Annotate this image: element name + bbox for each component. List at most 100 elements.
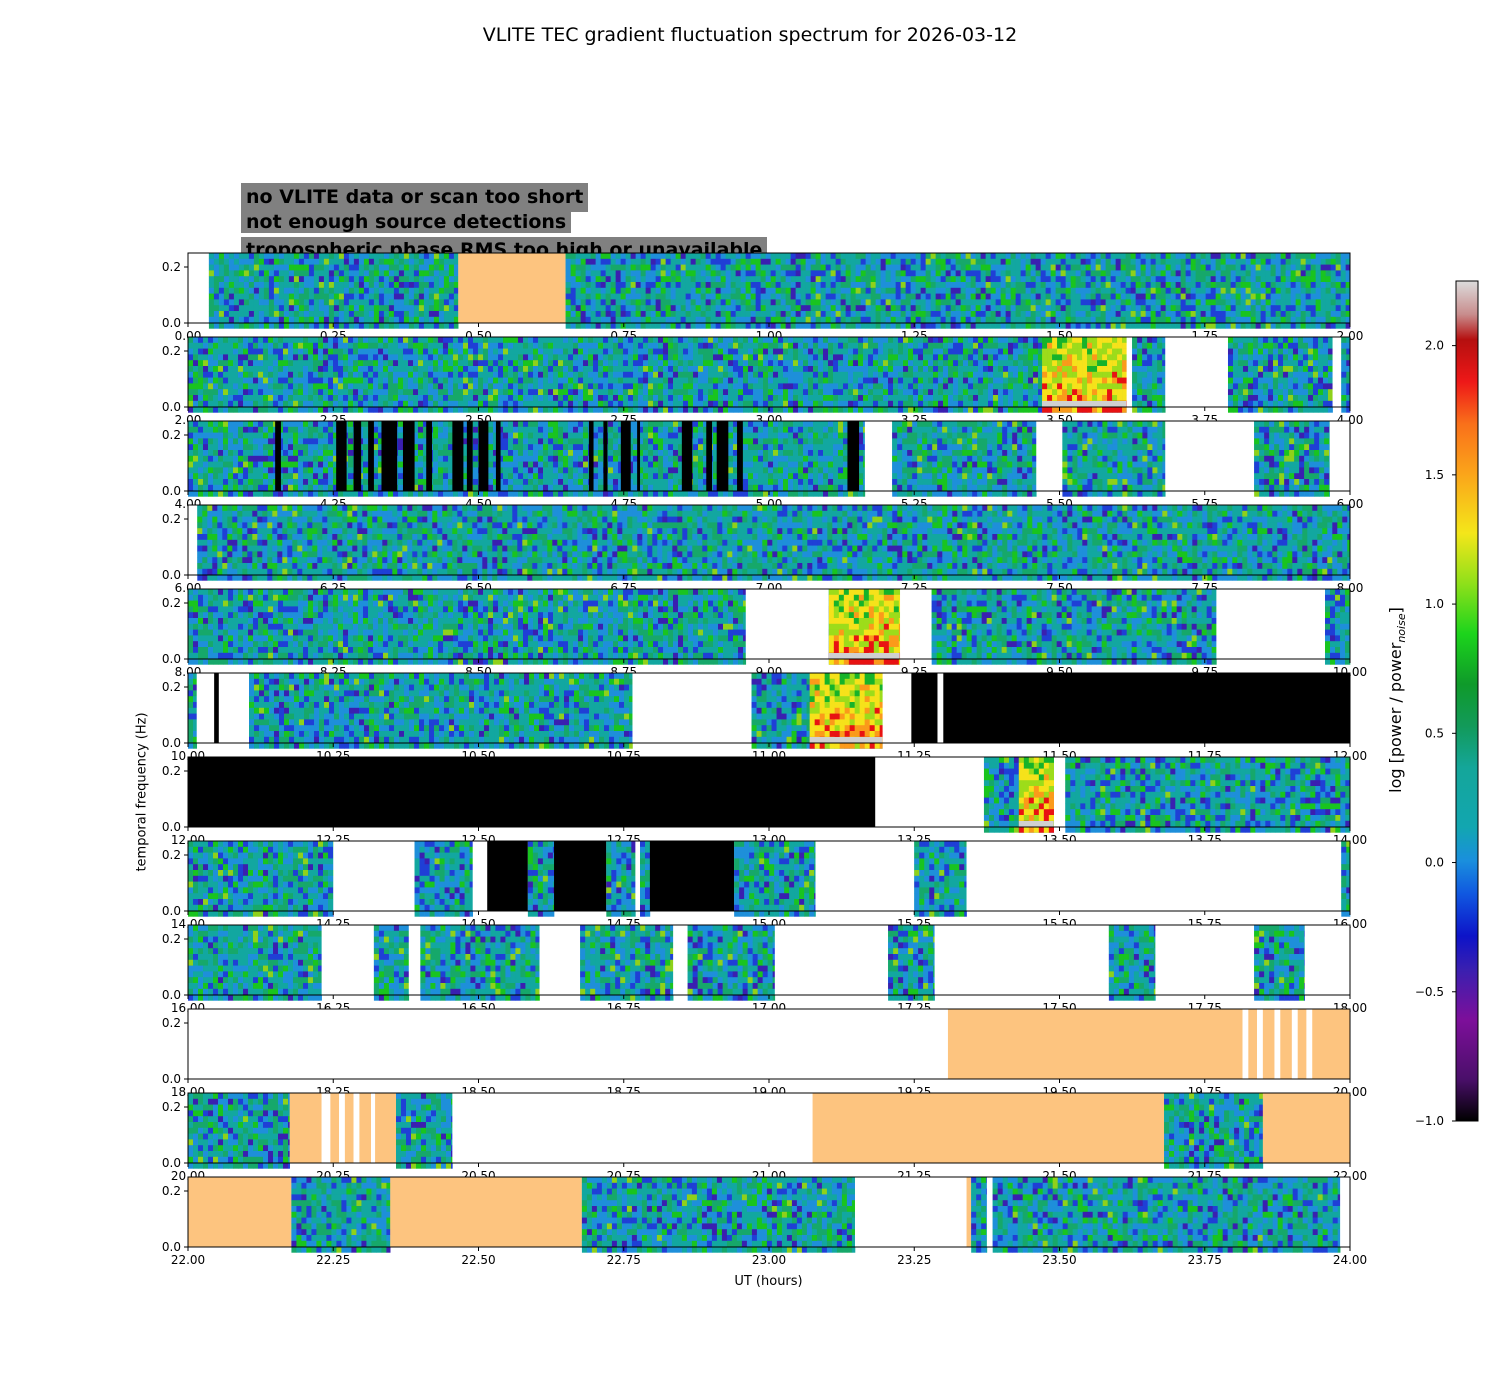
data-cell <box>993 406 999 413</box>
data-cell <box>393 389 399 396</box>
data-cell <box>1290 293 1296 300</box>
data-cell <box>665 293 671 300</box>
data-cell <box>788 337 794 344</box>
data-cell <box>995 270 1001 277</box>
data-cell <box>1010 264 1016 271</box>
data-cell <box>1280 282 1286 289</box>
data-cell <box>193 400 199 407</box>
data-cell <box>1085 276 1091 283</box>
data-cell <box>975 305 981 312</box>
data-cell <box>833 389 839 396</box>
data-cell <box>463 348 469 355</box>
data-cell <box>188 406 194 413</box>
data-cell <box>263 371 269 378</box>
data-cell <box>1290 276 1296 283</box>
data-cell <box>273 342 279 349</box>
data-cell <box>740 316 746 323</box>
data-cell <box>1215 305 1221 312</box>
data-cell <box>705 316 711 323</box>
data-cell <box>1045 311 1051 318</box>
data-cell <box>688 337 694 344</box>
data-cell <box>590 282 596 289</box>
data-cell <box>408 270 415 277</box>
data-cell <box>318 253 325 260</box>
data-cell <box>625 276 631 283</box>
data-cell <box>770 258 776 265</box>
data-cell <box>363 342 369 349</box>
data-cell <box>868 371 874 378</box>
data-cell <box>748 400 754 407</box>
data-cell <box>1005 287 1011 294</box>
data-cell <box>208 264 215 271</box>
data-cell <box>1018 366 1024 373</box>
data-cell <box>288 293 295 300</box>
data-cell <box>878 348 884 355</box>
data-cell <box>228 270 235 277</box>
data-cell <box>988 377 994 384</box>
data-cell <box>253 406 259 413</box>
data-cell <box>348 337 354 344</box>
data-cell <box>575 322 581 329</box>
data-cell <box>1055 258 1061 265</box>
data-cell <box>233 360 239 367</box>
data-cell <box>785 282 791 289</box>
data-cell <box>1040 276 1046 283</box>
data-cell <box>868 377 874 384</box>
data-cell <box>1045 258 1051 265</box>
data-cell <box>780 299 786 306</box>
data-cell <box>673 383 679 390</box>
data-cell <box>763 337 769 344</box>
data-cell <box>1265 305 1271 312</box>
data-cell <box>1290 299 1296 306</box>
data-cell <box>1320 299 1326 306</box>
data-cell <box>788 400 794 407</box>
data-cell <box>850 299 856 306</box>
data-cell <box>533 366 539 373</box>
data-cell <box>423 299 430 306</box>
data-cell <box>860 253 866 260</box>
data-cell <box>875 270 881 277</box>
data-cell <box>1010 299 1016 306</box>
data-cell <box>718 389 724 396</box>
data-cell <box>1038 354 1043 361</box>
data-cell <box>613 337 619 344</box>
data-cell <box>453 299 459 306</box>
data-cell <box>1070 287 1076 294</box>
data-cell <box>793 342 799 349</box>
data-cell <box>1023 360 1029 367</box>
data-cell <box>915 253 921 260</box>
data-cell <box>925 276 931 283</box>
data-cell <box>970 299 976 306</box>
data-cell <box>623 342 629 349</box>
data-cell <box>313 299 320 306</box>
data-cell <box>703 342 709 349</box>
data-cell <box>248 354 254 361</box>
data-cell <box>1240 299 1246 306</box>
data-cell <box>273 316 280 323</box>
data-cell <box>1030 282 1036 289</box>
data-cell <box>323 316 330 323</box>
data-cell <box>1035 299 1041 306</box>
data-cell <box>513 348 519 355</box>
data-cell <box>438 395 444 402</box>
data-cell <box>428 371 434 378</box>
data-cell <box>898 354 904 361</box>
data-cell <box>573 360 579 367</box>
data-cell <box>348 322 355 329</box>
data-cell <box>228 322 235 329</box>
data-cell <box>1080 299 1086 306</box>
data-cell <box>840 282 846 289</box>
data-cell <box>1020 270 1026 277</box>
data-cell <box>873 377 879 384</box>
data-cell <box>873 337 879 344</box>
data-cell <box>923 406 929 413</box>
data-cell <box>758 406 764 413</box>
data-cell <box>1025 253 1031 260</box>
data-cell <box>690 287 696 294</box>
data-cell <box>213 360 219 367</box>
data-cell <box>978 406 984 413</box>
data-cell <box>1130 276 1136 283</box>
data-cell <box>1310 299 1316 306</box>
data-cell <box>715 322 721 329</box>
data-cell <box>1300 305 1306 312</box>
